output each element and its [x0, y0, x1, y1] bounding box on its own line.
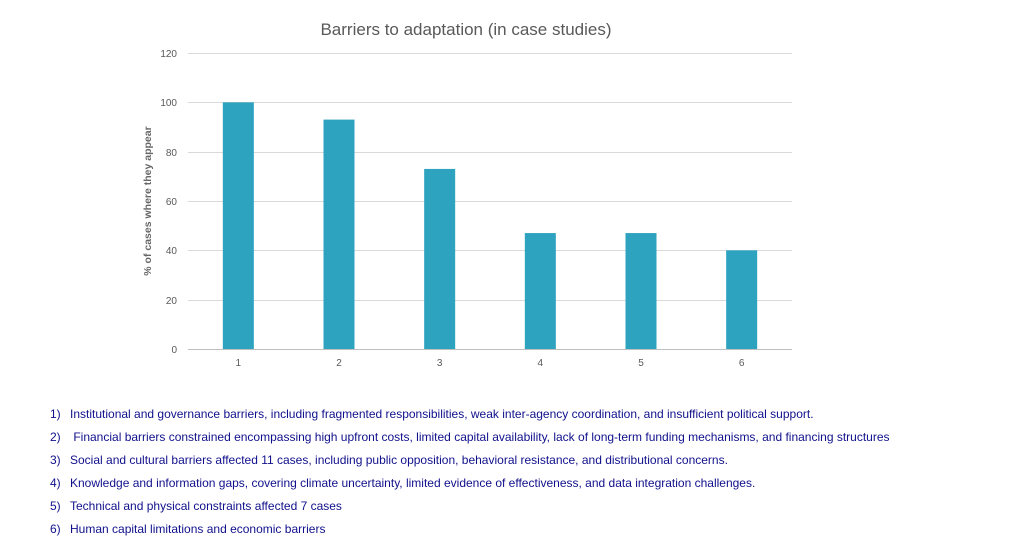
note-text: Human capital limitations and economic b…	[70, 522, 326, 536]
y-tick-label: 0	[171, 345, 177, 356]
note-number: 3)	[50, 453, 61, 467]
note-item: 5) Technical and physical constraints aff…	[50, 495, 890, 518]
chart-title: Barriers to adaptation (in case studies)	[320, 20, 611, 39]
note-text: Financial barriers constrained encompass…	[70, 430, 890, 444]
note-text: Knowledge and information gaps, covering…	[70, 476, 756, 490]
bar-1	[222, 102, 254, 349]
gridlines	[188, 53, 792, 301]
category-notes: 1) Institutional and governance barriers,…	[50, 403, 890, 541]
x-tick-label: 4	[538, 358, 544, 369]
note-text: Technical and physical constraints affec…	[70, 499, 342, 513]
x-tick-label: 2	[336, 358, 342, 369]
note-item: 1) Institutional and governance barriers,…	[50, 403, 890, 426]
bar-2	[323, 119, 355, 349]
note-number: 2)	[50, 430, 61, 444]
x-tick-label: 5	[638, 358, 644, 369]
note-number: 5)	[50, 499, 61, 513]
note-item: 6) Human capital limitations and economic…	[50, 518, 890, 541]
y-axis-title: % of cases where they appear	[142, 126, 154, 275]
bars	[222, 102, 758, 349]
note-number: 4)	[50, 476, 61, 490]
bar-4	[524, 233, 556, 349]
x-tick-label: 6	[739, 358, 745, 369]
note-number: 1)	[50, 407, 61, 421]
y-axis-ticks: 0 20 40 60 80 100 120	[160, 49, 177, 356]
x-tick-label: 3	[437, 358, 443, 369]
x-tick-label: 1	[236, 358, 242, 369]
y-tick-label: 100	[160, 98, 177, 109]
y-tick-label: 120	[160, 49, 177, 60]
note-item: 4) Knowledge and information gaps, coveri…	[50, 472, 890, 495]
note-text: Social and cultural barriers affected 11…	[70, 453, 728, 467]
y-tick-label: 40	[166, 246, 178, 257]
bar-5	[625, 233, 657, 349]
y-tick-label: 60	[166, 197, 178, 208]
note-number: 6)	[50, 522, 61, 536]
bar-3	[424, 168, 456, 349]
bar-chart: Barriers to adaptation (in case studies)…	[142, 20, 792, 369]
y-tick-label: 80	[166, 148, 178, 159]
note-item: 3) Social and cultural barriers affected …	[50, 449, 890, 472]
note-text: Institutional and governance barriers, i…	[70, 407, 814, 421]
y-tick-label: 20	[166, 296, 178, 307]
bar-6	[726, 250, 758, 349]
x-axis-ticks: 1 2 3 4 5 6	[236, 358, 745, 369]
note-item: 2) Financial barriers constrained encomp…	[50, 426, 890, 449]
